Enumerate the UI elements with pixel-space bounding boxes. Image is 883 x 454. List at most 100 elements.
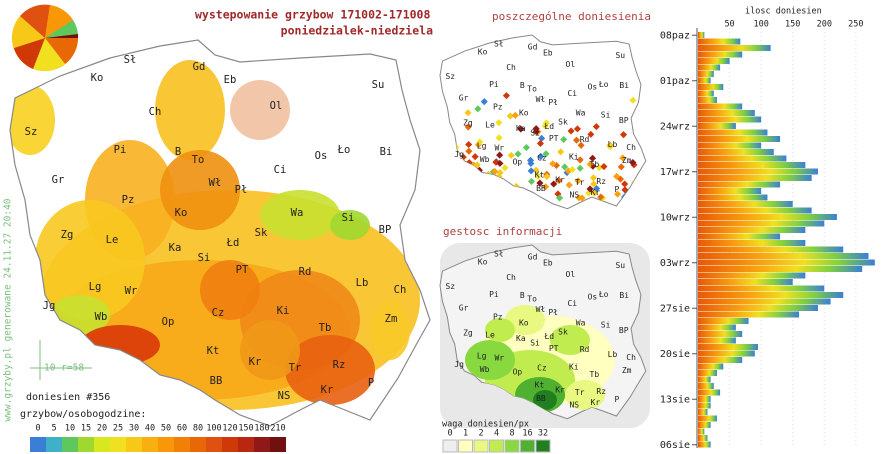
report-dot <box>474 105 482 113</box>
region-label: Zg <box>463 328 473 337</box>
region-label: Sz <box>445 72 455 81</box>
bar <box>698 318 749 324</box>
bar <box>698 233 781 240</box>
report-dot <box>587 130 595 138</box>
region-label: Ko <box>519 318 529 327</box>
bar <box>698 259 875 266</box>
region-label: Kr <box>555 385 565 394</box>
density-blob <box>565 380 605 410</box>
legend-swatch <box>78 437 94 452</box>
report-dot <box>463 206 471 209</box>
region-label: Wa <box>291 207 304 219</box>
bar <box>698 357 743 363</box>
legend-swatch <box>158 437 174 452</box>
report-dot <box>628 201 636 209</box>
region-label: To <box>527 85 537 94</box>
density-blob <box>533 390 557 410</box>
region-label: Tb <box>319 322 332 334</box>
region-label: Wr <box>494 353 504 362</box>
legend-swatch <box>442 439 458 453</box>
bar <box>698 428 705 435</box>
report-dot <box>561 163 569 171</box>
legend-value: 50 <box>161 424 171 434</box>
region-label: Gr <box>459 94 469 103</box>
density-blob <box>505 305 545 335</box>
region-label: Eb <box>224 74 237 86</box>
report-dot <box>586 185 594 193</box>
region-label: Kr <box>249 356 262 368</box>
region-label: Sł <box>124 54 137 66</box>
region-label: Rz <box>596 387 606 396</box>
legend-value: 120 <box>222 424 237 434</box>
bar <box>698 292 844 298</box>
main-map: Sł Ko Gd Eb Ol Su Sz Ch Pi B To Ci Os Ło Bi Gr Wł Pł Pz Ko W… <box>9 39 431 452</box>
bar <box>698 350 755 357</box>
region-label: Ch <box>626 143 636 152</box>
region-label: Ki <box>569 152 579 161</box>
region-label: Kt <box>535 170 545 179</box>
legend-swatch <box>473 439 489 453</box>
legend-swatch <box>62 437 78 452</box>
report-dot <box>515 213 522 220</box>
report-dot <box>598 208 606 209</box>
y-tick-label: 06sie <box>660 440 690 451</box>
report-dot <box>527 167 535 175</box>
report-dot <box>473 196 481 204</box>
report-dot <box>494 195 502 203</box>
region-label: BP <box>379 224 392 236</box>
report-dot <box>511 111 519 119</box>
region-label: P <box>614 395 619 404</box>
region-label: Sł <box>494 250 504 259</box>
bar <box>698 376 711 383</box>
region-label: Lb <box>356 277 369 289</box>
bar <box>698 422 711 428</box>
region-label: BB <box>536 184 546 193</box>
report-dot <box>565 181 573 189</box>
region-label: Le <box>485 121 495 130</box>
legend-value: 16 <box>522 429 532 439</box>
region-label: Gd <box>528 43 538 52</box>
x-tick-label: 200 <box>817 20 832 30</box>
region-label: Ch <box>149 106 162 118</box>
report-dot <box>480 98 488 106</box>
bar <box>698 363 724 370</box>
bar <box>698 175 812 181</box>
region-label: Kt <box>207 345 220 357</box>
density-blob <box>485 318 515 342</box>
report-dot <box>536 205 544 209</box>
legend-value: 180 <box>254 424 269 434</box>
region-label: Wa <box>576 108 586 117</box>
region-label: Eb <box>543 259 553 268</box>
region-label: Ka <box>516 124 526 133</box>
report-dot <box>617 163 625 171</box>
region-label: B <box>520 81 525 90</box>
region-label: Rd <box>299 266 312 278</box>
bar <box>698 279 793 285</box>
report-dot <box>528 207 536 209</box>
points-map: Sł Ko Gd Eb Ol Su Sz Ch Pi B To Ci Os Ło Bi Gr Wł Pł Pz Ko W… <box>439 34 647 220</box>
region-label: Ko <box>478 48 488 57</box>
report-dot <box>465 164 474 172</box>
region-label: Le <box>485 331 495 340</box>
report-dot <box>481 200 489 208</box>
report-dot <box>501 164 509 172</box>
legend-swatch <box>458 439 473 453</box>
legend-swatch <box>270 437 286 452</box>
region-label: Op <box>513 157 523 166</box>
y-tick-label: 27sie <box>660 303 690 314</box>
report-dot <box>466 179 474 187</box>
region-label: Eb <box>543 49 553 58</box>
bar <box>698 389 721 396</box>
region-label: Wb <box>480 365 490 374</box>
report-dot <box>532 166 540 174</box>
region-label: Os <box>588 293 598 302</box>
legend-value: 2 <box>478 429 483 439</box>
legend-swatch <box>46 437 62 452</box>
heat-blob <box>10 85 55 155</box>
region-label: Pz <box>122 194 135 206</box>
legend-swatch <box>94 437 110 452</box>
region-label: PT <box>549 344 559 353</box>
region-label: Sk <box>558 327 568 336</box>
y-tick-label: 13sie <box>660 394 690 405</box>
